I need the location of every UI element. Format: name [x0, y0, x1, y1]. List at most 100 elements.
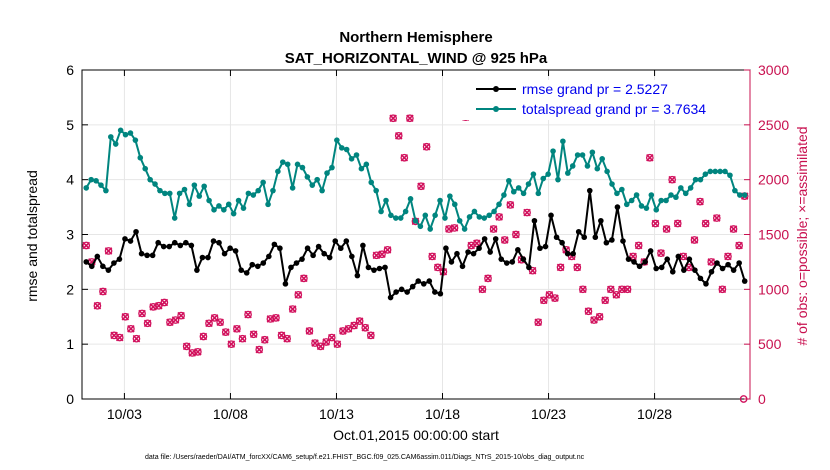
totalspread-series-point — [343, 146, 350, 153]
rmse-series-point — [343, 238, 350, 244]
totalspread-series-point — [545, 171, 551, 177]
rmse-series-point — [111, 260, 117, 266]
obs-possible-point — [523, 208, 531, 217]
obs-assimilated-point — [383, 246, 392, 254]
obs-assimilated-point — [584, 307, 593, 316]
obs-assimilated-point — [690, 236, 699, 244]
obs-assimilated-point — [445, 225, 453, 233]
totalspread-series-point — [525, 181, 532, 187]
totalspread-series-point — [486, 212, 492, 219]
totalspread-series-point — [648, 192, 655, 198]
totalspread-series-point — [216, 203, 222, 209]
obs-possible-point — [193, 347, 202, 356]
obs-assimilated-point — [556, 263, 565, 272]
rmse-series-point — [105, 267, 112, 273]
rmse-series-point — [282, 281, 289, 287]
totalspread-series-point — [279, 159, 286, 165]
rmse-series-point — [647, 248, 654, 254]
rmse-series-point — [420, 281, 427, 287]
rmse-series-point — [736, 260, 742, 266]
rmse-series-point — [409, 283, 416, 290]
totalspread-series-point — [191, 182, 198, 188]
totalspread-series-point — [270, 187, 276, 194]
totalspread-series-point — [604, 168, 610, 175]
obs-assimilated-point — [489, 225, 498, 233]
obs-possible-point — [233, 324, 241, 333]
obs-assimilated-point — [99, 287, 107, 296]
obs-assimilated-point — [227, 340, 236, 348]
totalspread-series-point — [461, 226, 468, 232]
totalspread-series-point — [697, 176, 704, 183]
obs-possible-point — [500, 236, 509, 244]
totalspread-series-point — [98, 182, 104, 188]
totalspread-series-point — [309, 182, 316, 188]
rmse-series-point — [127, 238, 134, 244]
totalspread-series-point — [250, 192, 257, 198]
obs-assimilated-point — [121, 312, 130, 321]
rmse-series-point — [266, 253, 272, 260]
rmse-series-point — [520, 256, 527, 262]
rmse-series-point — [122, 236, 128, 242]
totalspread-series-point — [132, 137, 139, 143]
rmse-series-point — [609, 237, 615, 243]
totalspread-series-point — [501, 192, 507, 198]
obs-assimilated-point — [316, 342, 325, 351]
y-right-tick-label: 2500 — [758, 117, 789, 133]
rmse-series-point — [183, 239, 189, 246]
y-left-axis-label: rmse and totalspread — [24, 170, 40, 302]
obs-possible-point — [366, 331, 375, 340]
obs-possible-point — [227, 340, 236, 349]
obs-assimilated-point — [657, 249, 665, 257]
rmse-series-point — [194, 267, 200, 273]
chart-title-line1: Northern Hemisphere — [339, 29, 492, 46]
x-tick-label: 10/08 — [213, 406, 248, 422]
totalspread-series-point — [235, 197, 242, 204]
obs-possible-point — [584, 307, 593, 316]
obs-possible-point — [618, 285, 626, 294]
obs-possible-point — [701, 219, 710, 228]
obs-assimilated-point — [500, 236, 509, 244]
obs-possible-point — [288, 305, 297, 313]
data-file-footnote: data file: /Users/raeder/DAI/ATM_forcXX/… — [145, 454, 585, 461]
obs-assimilated-point — [104, 247, 113, 255]
rmse-series-point — [426, 278, 433, 284]
totalspread-series-point — [564, 170, 571, 176]
totalspread-series-point — [515, 185, 522, 191]
obs-assimilated-point — [668, 175, 676, 184]
obs-assimilated-point — [478, 285, 487, 294]
rmse-series-point — [188, 242, 195, 249]
rmse-series-point — [503, 260, 510, 266]
totalspread-series-point — [171, 215, 178, 221]
obs-assimilated-point — [82, 241, 91, 250]
obs-possible-point — [255, 345, 264, 354]
obs-assimilated-point — [210, 314, 219, 322]
totalspread-series-point — [658, 197, 664, 204]
obs-assimilated-point — [394, 132, 403, 140]
totalspread-series-point — [358, 165, 365, 172]
obs-possible-point — [294, 290, 303, 299]
totalspread-series-point — [741, 192, 748, 198]
totalspread-series-point — [176, 190, 183, 197]
obs-possible-point — [657, 249, 665, 257]
totalspread-series-point — [678, 185, 684, 191]
rmse-series-point — [387, 294, 394, 301]
obs-assimilated-point — [205, 319, 213, 328]
obs-possible-point — [361, 323, 370, 332]
totalspread-series-point — [476, 214, 483, 220]
obs-assimilated-point — [673, 219, 682, 228]
totalspread-series-point — [540, 175, 547, 182]
totalspread-series-point — [619, 186, 625, 193]
rmse-series-point — [470, 250, 477, 257]
totalspread-series-point — [510, 188, 517, 195]
rmse-series-point — [548, 212, 554, 219]
obs-assimilated-point — [428, 252, 436, 261]
totalspread-series-point — [289, 185, 296, 191]
totalspread-series-point — [353, 152, 360, 158]
x-tick-label: 10/28 — [637, 406, 672, 422]
rmse-series-point — [598, 217, 604, 224]
rmse-series-point — [675, 253, 682, 260]
rmse-series-point — [155, 239, 161, 246]
totalspread-series-point — [736, 192, 743, 198]
totalspread-series-point — [663, 197, 669, 204]
rmse-series-point — [100, 263, 106, 270]
